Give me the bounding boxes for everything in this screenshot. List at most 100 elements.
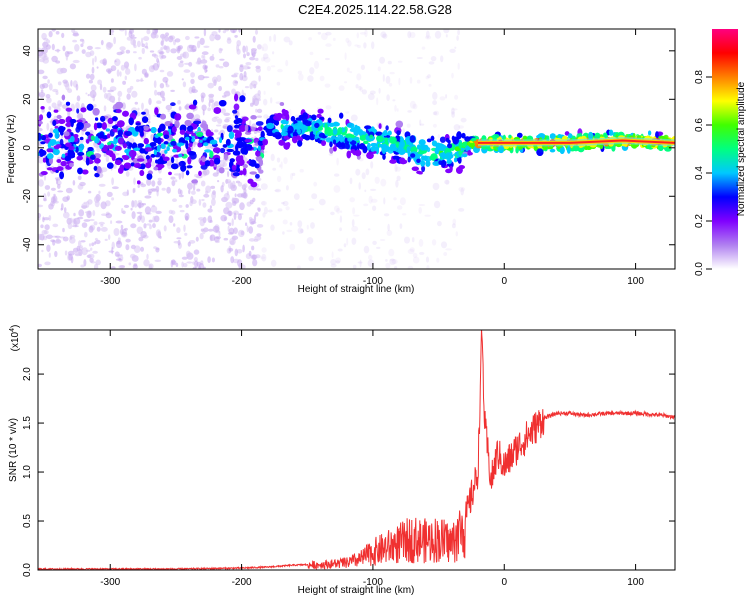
spectrogram-noise-cell — [87, 253, 95, 259]
spectrogram-noise-cell — [263, 56, 266, 61]
spectrogram-noise-cell — [360, 64, 365, 71]
spectrogram-noise-cell — [300, 228, 304, 234]
spectrogram-noise-cell — [146, 47, 149, 50]
spectrogram-signal-cell — [59, 171, 64, 180]
spectrogram-signal-cell — [96, 166, 102, 174]
spectrogram-signal-cell — [122, 110, 129, 117]
spectrogram-noise-cell — [330, 263, 337, 268]
spectrogram-noise-cell — [48, 252, 51, 258]
spectrogram-noise-cell — [209, 234, 216, 241]
spectrogram-noise-cell — [389, 258, 395, 261]
spectrogram-noise-cell — [407, 110, 412, 113]
spectrogram-signal-cell — [65, 101, 71, 106]
spectrogram-noise-cell — [308, 37, 312, 41]
spectrogram-signal-cell — [157, 137, 162, 145]
spectrogram-signal-cell — [409, 135, 416, 143]
spectrogram-noise-cell — [261, 253, 267, 262]
spectrogram-signal-cell — [452, 136, 460, 145]
spectrogram-noise-cell — [79, 181, 86, 187]
spectrogram-signal-cell — [93, 165, 98, 171]
snr-x-tick-label: 100 — [627, 577, 644, 588]
spectrogram-signal-cell — [515, 146, 519, 154]
spectrogram-noise-cell — [346, 67, 350, 73]
spectrogram-noise-cell — [140, 77, 143, 82]
spectrogram-noise-cell — [236, 193, 244, 198]
spectrogram-signal-cell — [255, 173, 260, 179]
spectrogram-signal-cell — [61, 94, 66, 101]
spectrogram-noise-cell — [347, 40, 352, 47]
spectrogram-signal-cell — [359, 135, 366, 141]
spectrogram-noise-cell — [425, 75, 429, 80]
spectrogram-noise-cell — [457, 62, 460, 70]
spectrogram-noise-cell — [183, 69, 191, 73]
spectrogram-noise-cell — [404, 236, 410, 244]
spectrogram-signal-cell — [135, 122, 141, 126]
spectrogram-noise-cell — [391, 259, 398, 265]
spectrogram-noise-cell — [81, 130, 84, 136]
spectrogram-signal-cell — [385, 125, 389, 131]
spectrogram-noise-cell — [193, 140, 196, 148]
spectrogram-noise-cell — [350, 114, 358, 122]
spectrogram-noise-cell — [361, 89, 367, 95]
spectrogram-noise-cell — [62, 227, 65, 233]
spectrogram-signal-cell — [522, 135, 528, 141]
spectrogram-signal-cell — [238, 158, 245, 166]
spectrogram-signal-cell — [234, 93, 239, 102]
spectrogram-noise-cell — [159, 235, 162, 239]
spectrogram-signal-cell — [584, 145, 589, 150]
spectrogram-noise-cell — [62, 45, 66, 52]
spectrogram-noise-cell — [254, 254, 261, 259]
spectrogram-noise-cell — [211, 198, 216, 207]
spectrogram-signal-cell — [82, 122, 91, 129]
spectrogram-noise-cell — [227, 222, 230, 225]
spectrogram-signal-cell — [421, 165, 426, 173]
spectrogram-noise-cell — [395, 166, 401, 172]
colorbar-ticks: 0.0 0.2 0.4 0.6 0.8 — [694, 70, 712, 276]
spectrogram-signal-cell — [77, 152, 85, 156]
spectrogram-noise-cell — [165, 104, 172, 111]
spectrogram-noise-cell — [130, 223, 137, 229]
spectrogram-noise-cell — [460, 187, 465, 196]
spectrogram-noise-cell — [344, 81, 347, 84]
spectrogram-noise-cell — [439, 96, 446, 101]
spectrogram-signal-cell — [341, 105, 350, 112]
spectrogram-noise-cell — [96, 226, 101, 232]
spectrogram-noise-cell — [149, 50, 155, 53]
spectrogram-signal-cell — [497, 145, 505, 154]
spectrogram-signal-cell — [318, 132, 325, 138]
spectrogram-noise-cell — [106, 92, 112, 101]
spectrogram-noise-cell — [41, 249, 44, 253]
spectrogram-noise-cell — [250, 102, 254, 107]
spectrogram-noise-cell — [325, 105, 332, 110]
spectrogram-noise-cell — [161, 38, 164, 47]
spectrogram-signal-cell — [171, 126, 177, 133]
spectrogram-noise-cell — [418, 207, 423, 214]
spectrogram-noise-cell — [223, 112, 231, 117]
spectrogram-noise-cell — [397, 205, 403, 210]
spectrogram-noise-cell — [147, 120, 151, 124]
spectrogram-noise-cell — [443, 252, 448, 256]
spectrogram-noise-cell — [409, 100, 416, 109]
spectrogram-signal-cell — [317, 126, 323, 131]
spectrogram-signal-cell — [431, 140, 438, 147]
spectrogram-signal-cell — [429, 155, 437, 161]
spectrogram-noise-cell — [330, 211, 335, 216]
spectrogram-noise-cell — [345, 111, 350, 114]
spectrogram-noise-cell — [371, 140, 377, 144]
spectrogram-noise-cell — [207, 107, 211, 112]
spectrogram-noise-cell — [91, 242, 95, 247]
spectrogram-noise-cell — [147, 188, 153, 194]
spectrogram-noise-cell — [132, 264, 138, 269]
spectrogram-noise-cell — [364, 189, 367, 193]
spectrogram-noise-cell — [88, 79, 93, 84]
spectrogram-noise-cell — [81, 222, 88, 229]
spectrogram-noise-cell — [246, 225, 249, 233]
spectrogram-signal-cell — [437, 143, 446, 151]
spectrogram-signal-cell — [194, 135, 199, 139]
spectrogram-noise-cell — [67, 250, 75, 256]
spectrogram-noise-cell — [159, 51, 165, 55]
spectrogram-noise-cell — [205, 190, 209, 195]
spectrogram-noise-cell — [243, 183, 248, 189]
spectrogram-noise-cell — [89, 90, 97, 98]
spectrogram-signal-cell — [426, 138, 432, 143]
